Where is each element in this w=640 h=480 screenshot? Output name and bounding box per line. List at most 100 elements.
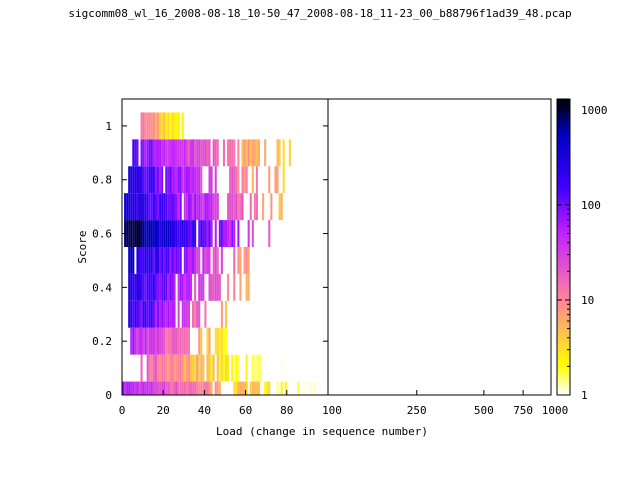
heatmap-cell xyxy=(177,139,180,167)
heatmap-cell xyxy=(183,220,186,247)
heatmap-cell xyxy=(237,166,240,194)
colorbar-gradient xyxy=(556,98,571,396)
heatmap-cell xyxy=(335,139,337,167)
heatmap-cell xyxy=(268,220,271,247)
heatmap-cell xyxy=(161,381,164,395)
heatmap-cell xyxy=(185,381,188,395)
heatmap-cell xyxy=(167,220,170,247)
heatmap-cell xyxy=(171,220,174,247)
heatmap-cell xyxy=(138,273,141,301)
heatmap-cell xyxy=(218,354,221,382)
heatmap-cell xyxy=(163,220,166,247)
heatmap-cell xyxy=(257,354,261,382)
heatmap-cell xyxy=(183,273,186,301)
heatmap-cell xyxy=(169,381,172,395)
x-tick-label: 80 xyxy=(280,404,293,417)
heatmap-cell xyxy=(235,193,238,221)
heatmap-cell xyxy=(235,381,238,395)
heatmap-cell xyxy=(130,381,133,395)
heatmap-cell xyxy=(239,273,242,301)
heatmap-cell xyxy=(173,247,176,274)
heatmap-cell xyxy=(136,166,139,194)
heatmap-cell xyxy=(173,220,176,247)
heatmap-cell xyxy=(130,300,133,328)
heatmap-cell xyxy=(159,354,162,382)
heatmap-cell xyxy=(237,193,240,221)
heatmap-cell xyxy=(181,273,184,301)
heatmap-cell xyxy=(146,381,149,395)
heatmap-cell xyxy=(157,273,160,301)
heatmap-cell xyxy=(206,381,209,395)
heatmap-cell xyxy=(152,273,155,301)
heatmap-cell xyxy=(134,220,137,247)
heatmap-cell xyxy=(183,247,186,274)
x-tick-label: 250 xyxy=(407,404,427,417)
heatmap-cell xyxy=(159,139,162,167)
heatmap-cell xyxy=(154,273,158,301)
heatmap-cell xyxy=(204,247,207,274)
heatmap-cell xyxy=(132,247,135,274)
heatmap-cell xyxy=(185,166,188,194)
heatmap-cell xyxy=(148,193,151,221)
heatmap-cell xyxy=(189,381,193,395)
heatmap-cell xyxy=(216,273,219,301)
heatmap-cell xyxy=(146,247,149,274)
heatmap-cell xyxy=(130,193,133,221)
x-tick-label: 500 xyxy=(474,404,494,417)
chart-title: sigcomm08_wl_16_2008-08-18_10-50_47_2008… xyxy=(68,7,571,20)
heatmap-cell xyxy=(187,381,190,395)
heatmap-cell xyxy=(187,166,190,194)
heatmap-cell xyxy=(284,381,287,395)
heatmap-cell xyxy=(171,166,174,194)
heatmap-cell xyxy=(200,273,203,301)
heatmap-cell xyxy=(138,381,141,395)
heatmap-cell xyxy=(159,381,162,395)
heatmap-cell xyxy=(198,247,201,274)
heatmap-cell xyxy=(229,193,232,221)
heatmap-cell xyxy=(167,381,170,395)
heatmap-cell xyxy=(196,166,199,194)
heatmap-cell xyxy=(175,193,178,221)
heatmap-cell xyxy=(167,247,170,274)
heatmap-cell xyxy=(161,354,164,382)
heatmap-cell xyxy=(212,193,215,221)
heatmap-cell xyxy=(130,273,133,301)
heatmap-cell xyxy=(204,300,207,328)
heatmap-cell xyxy=(216,354,219,382)
heatmap-cell xyxy=(206,139,209,167)
heatmap-cell xyxy=(245,139,248,167)
heatmap-cell xyxy=(167,300,170,328)
heatmap-cell xyxy=(214,381,217,395)
heatmap-cell xyxy=(142,273,145,301)
heatmap-cell xyxy=(206,247,209,274)
heatmap-cell xyxy=(187,193,190,221)
heatmap-cell xyxy=(128,273,131,301)
heatmap-cell xyxy=(233,220,236,247)
heatmap-cell xyxy=(177,381,180,395)
heatmap-cell xyxy=(161,300,164,328)
heatmap-cell xyxy=(185,220,188,247)
heatmap-cell xyxy=(222,139,225,167)
heatmap-cell xyxy=(142,193,145,221)
heatmap-cell xyxy=(177,193,180,221)
heatmap-cell xyxy=(198,300,201,328)
heatmap-cell xyxy=(187,273,190,301)
heatmap-cell xyxy=(189,247,193,274)
heatmap-cell xyxy=(144,381,147,395)
heatmap-cell xyxy=(220,327,223,355)
heatmap-cell xyxy=(173,300,176,328)
heatmap-cell xyxy=(206,220,209,247)
heatmap-cell xyxy=(173,327,176,355)
heatmap-cell xyxy=(165,112,168,140)
heatmap-cell xyxy=(198,112,201,140)
heatmap-cell xyxy=(150,112,153,140)
heatmap-cell xyxy=(214,193,217,221)
heatmap-cell xyxy=(227,273,230,301)
heatmap-cell xyxy=(187,139,190,167)
heatmap-cell xyxy=(150,220,153,247)
heatmap-cell xyxy=(136,139,139,167)
heatmap-cell xyxy=(165,273,168,301)
heatmap-cell xyxy=(237,247,240,274)
heatmap-cell xyxy=(200,112,203,140)
heatmap-cell xyxy=(150,381,153,395)
